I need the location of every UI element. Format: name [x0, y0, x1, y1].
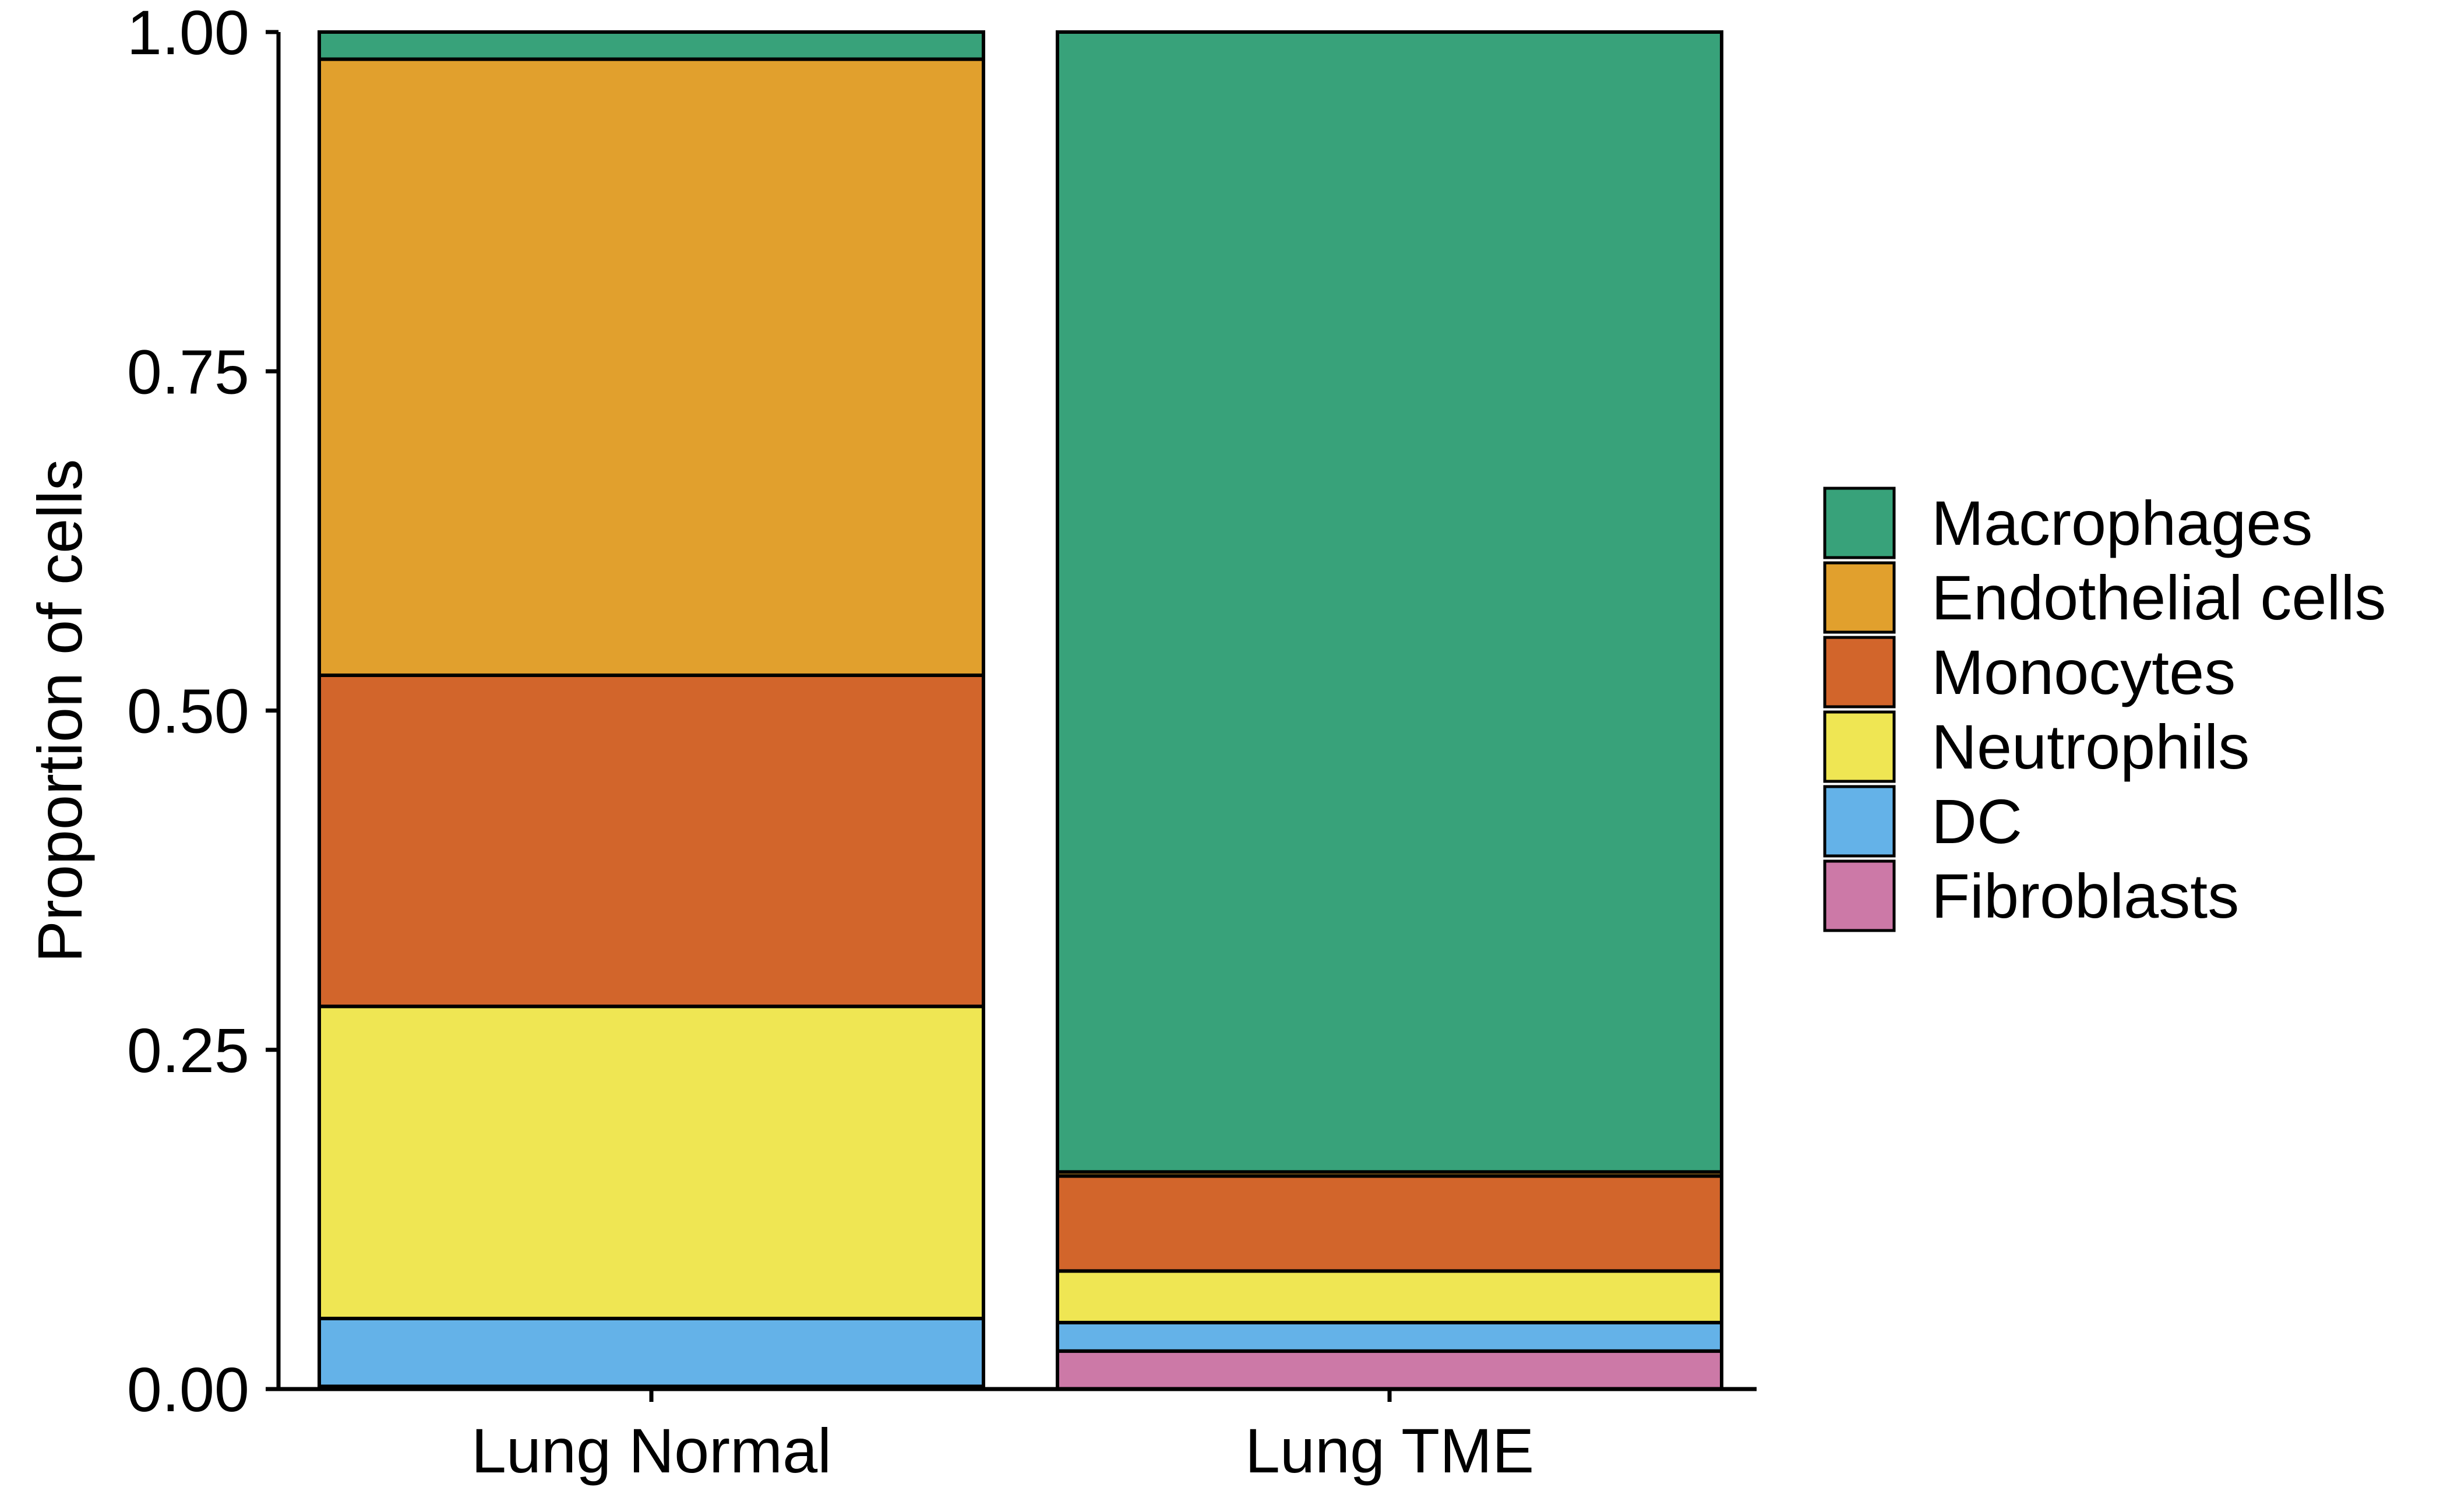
x-tick-label: Lung TME [1245, 1415, 1534, 1486]
y-axis-title: Proportion of cells [24, 459, 95, 963]
bar-segment-neutrophils-1 [1056, 1269, 1723, 1324]
y-tick-label: 0.50 [127, 676, 249, 746]
legend-swatch-macrophages [1823, 487, 1896, 559]
x-labels-layer: Lung Normal Lung TME [471, 1389, 1534, 1486]
y-tick-label: 0.25 [127, 1015, 249, 1085]
y-ticks-layer: 0.00 0.25 0.50 0.75 1.00 [127, 0, 278, 1425]
y-tick-label: 0.00 [127, 1354, 249, 1425]
legend-label: Neutrophils [1931, 711, 2249, 782]
bar-segment-dc-1 [1056, 1320, 1723, 1353]
legend-swatch-endothelial-cells [1823, 561, 1896, 634]
bars-layer [318, 30, 1723, 1391]
legend-swatch-fibroblasts [1823, 859, 1896, 932]
bar-segment-macrophages-0 [318, 30, 985, 61]
y-tick-label: 0.75 [127, 336, 249, 407]
bar-segment-macrophages-1 [1056, 30, 1723, 1174]
legend-label: Endothelial cells [1931, 562, 2386, 633]
legend-swatch-dc [1823, 785, 1896, 858]
y-tick-label: 1.00 [127, 0, 249, 68]
x-tick-label: Lung Normal [471, 1415, 831, 1486]
legend-swatch-neutrophils [1823, 710, 1896, 783]
legend-label: DC [1931, 786, 2022, 857]
bar-segment-dc-0 [318, 1316, 985, 1388]
bar-segment-monocytes-1 [1056, 1174, 1723, 1273]
legend-label: Fibroblasts [1931, 861, 2239, 931]
bar-segment-fibroblasts-1 [1056, 1349, 1723, 1391]
bar-segment-monocytes-0 [318, 673, 985, 1009]
legend-swatch-monocytes [1823, 636, 1896, 709]
bar-segment-neutrophils-0 [318, 1005, 985, 1320]
legend-label: Monocytes [1931, 637, 2236, 707]
bar-segment-endothelial-cells-0 [318, 57, 985, 677]
legend-label: Macrophages [1931, 488, 2312, 558]
